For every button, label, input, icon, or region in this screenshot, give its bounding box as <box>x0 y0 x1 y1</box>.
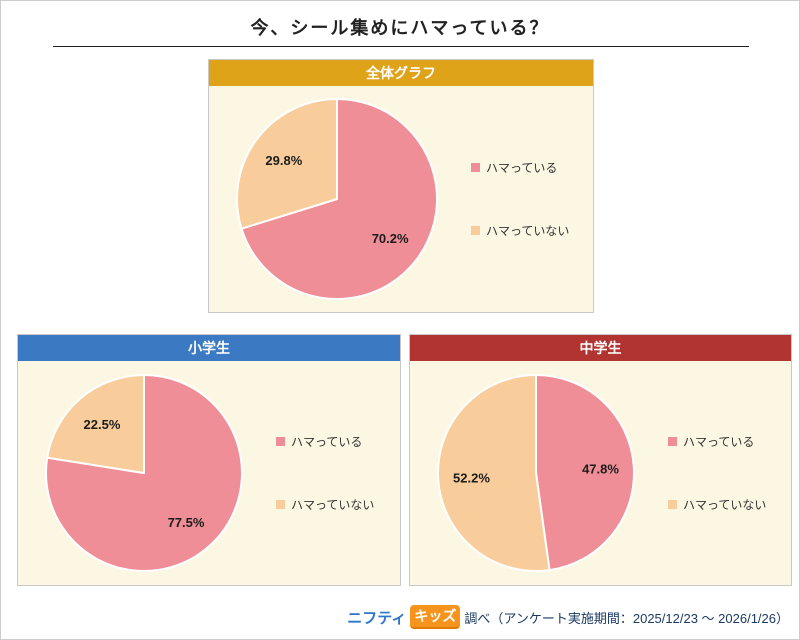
legend-label-hooked: ハマっている <box>683 435 755 449</box>
svg-text:22.5%: 22.5% <box>84 417 121 432</box>
legend-label-hooked: ハマっている <box>486 161 558 175</box>
svg-text:47.8%: 47.8% <box>582 462 619 477</box>
legend-label-not-hooked: ハマっていない <box>683 498 767 512</box>
panel-middle-body: 47.8% 52.2% ハマっている ハマっていない <box>410 361 791 585</box>
pie-chart-elementary: 77.5% 22.5% <box>45 374 243 572</box>
svg-text:29.8%: 29.8% <box>265 153 302 168</box>
kids-logo: キッズ <box>410 605 461 629</box>
legend-label-hooked: ハマっている <box>291 435 363 449</box>
legend-item-not-hooked: ハマっていない <box>276 496 374 513</box>
pie-chart-middle: 47.8% 52.2% <box>437 374 635 572</box>
legend-elementary: ハマっている ハマっていない <box>276 433 374 513</box>
legend-swatch-not-hooked <box>668 500 677 509</box>
legend-item-not-hooked: ハマっていない <box>668 496 766 513</box>
legend-swatch-hooked <box>668 437 677 446</box>
legend-swatch-not-hooked <box>471 226 480 235</box>
legend-swatch-hooked <box>471 163 480 172</box>
credit-text: 調べ（アンケート実施期間：2025/12/23 ～ 2026/1/26） <box>464 610 789 626</box>
title-divider <box>53 46 749 47</box>
legend-swatch-hooked <box>276 437 285 446</box>
pie-chart-overall: 70.2% 29.8% <box>236 98 438 300</box>
panel-elementary-header: 小学生 <box>18 335 400 361</box>
panel-overall-header: 全体グラフ <box>209 60 593 86</box>
legend-item-hooked: ハマっている <box>276 433 374 450</box>
panel-elementary-body: 77.5% 22.5% ハマっている ハマっていない <box>18 361 400 585</box>
legend-item-not-hooked: ハマっていない <box>471 222 569 239</box>
nifty-logo: ニフティ <box>347 609 407 627</box>
panel-middle: 中学生 47.8% 52.2% ハマっている ハマっていない <box>409 334 792 586</box>
legend-overall: ハマっている ハマっていない <box>471 159 569 239</box>
page-title: 今、シール集めにハマっている？ <box>250 18 550 38</box>
panel-middle-header: 中学生 <box>410 335 791 361</box>
svg-text:70.2%: 70.2% <box>372 231 409 246</box>
legend-label-not-hooked: ハマっていない <box>291 498 375 512</box>
panel-overall: 全体グラフ 70.2% 29.8% ハマっている ハマっていない <box>208 59 594 313</box>
panel-overall-body: 70.2% 29.8% ハマっている ハマっていない <box>209 86 593 312</box>
svg-text:77.5%: 77.5% <box>168 515 205 530</box>
legend-label-not-hooked: ハマっていない <box>486 224 570 238</box>
svg-text:52.2%: 52.2% <box>453 470 490 485</box>
footer: ニフティ キッズ 調べ（アンケート実施期間：2025/12/23 ～ 2026/… <box>347 605 789 629</box>
legend-swatch-not-hooked <box>276 500 285 509</box>
panel-elementary: 小学生 77.5% 22.5% ハマっている ハマっていない <box>17 334 401 586</box>
legend-item-hooked: ハマっている <box>668 433 766 450</box>
legend-item-hooked: ハマっている <box>471 159 569 176</box>
legend-middle: ハマっている ハマっていない <box>668 433 766 513</box>
